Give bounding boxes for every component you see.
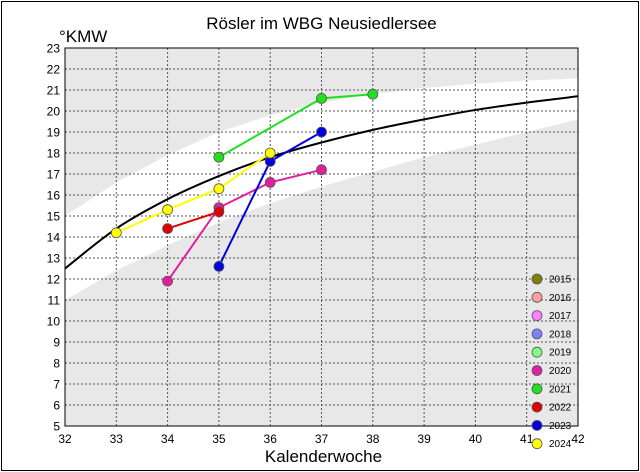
legend: 2015 2016 2017 2018 2019 2020 2021 2022 2023 2024 — [531, 273, 572, 450]
x-axis-label: Kalenderwoche — [265, 447, 382, 466]
series-2020 — [162, 164, 327, 287]
legend-marker-2017 — [531, 310, 543, 322]
reference-curve — [65, 95, 578, 270]
y-tick-label: 5 — [53, 420, 60, 434]
data-point-2024 — [264, 147, 276, 159]
data-point-2022 — [213, 206, 225, 218]
x-tick-label: 39 — [417, 432, 431, 446]
y-tick-label: 16 — [47, 189, 61, 203]
y-tick-label: 10 — [47, 315, 61, 329]
series-line-2022 — [167, 210, 220, 230]
plot-clip-group — [65, 48, 578, 426]
legend-marker-2015 — [531, 273, 543, 285]
data-point-2024 — [162, 204, 174, 216]
legend-marker-2021 — [531, 383, 543, 395]
series-line-2024 — [115, 152, 271, 234]
y-tick-label: 12 — [47, 273, 61, 287]
x-tick-label: 35 — [212, 432, 226, 446]
chart-title: Rösler im WBG Neusiedlersee — [206, 14, 437, 33]
data-point-2024 — [110, 227, 122, 239]
x-tick-label: 37 — [315, 432, 329, 446]
legend-marker-2024 — [531, 438, 543, 450]
y-tick-label: 22 — [47, 63, 61, 77]
y-tick-label: 21 — [47, 84, 61, 98]
legend-label-2019: 2019 — [549, 348, 572, 359]
series-2023 — [213, 126, 327, 272]
y-tick-label: 18 — [47, 147, 61, 161]
y-tick-label: 14 — [47, 231, 61, 245]
plot-area: 32 33 34 35 36 37 38 39 40 41 42 5 6 7 8 9 10 11 12 13 14 15 1… — [47, 42, 585, 447]
series-2021 — [213, 88, 379, 163]
data-point-2021 — [367, 88, 379, 100]
y-tick-label: 23 — [47, 42, 61, 56]
x-tick-label: 38 — [366, 432, 380, 446]
y-tick-label: 6 — [53, 399, 60, 413]
x-tick-label: 34 — [161, 432, 175, 446]
data-point-2021 — [213, 151, 225, 163]
data-point-2021 — [316, 93, 327, 104]
x-tick-label: 33 — [110, 432, 124, 446]
y-tick-label: 17 — [47, 168, 61, 182]
data-point-2020 — [264, 176, 276, 188]
normal-range-band — [65, 78, 578, 300]
legend-label-2024: 2024 — [549, 439, 572, 450]
legend-label-2015: 2015 — [549, 275, 572, 286]
data-point-2024 — [213, 183, 225, 195]
legend-marker-2022 — [531, 401, 543, 413]
legend-marker-2020 — [531, 365, 543, 376]
x-tick-label: 32 — [58, 432, 72, 446]
legend-label-2022: 2022 — [549, 403, 572, 414]
y-tick-label: 8 — [53, 357, 60, 371]
x-tick-label: 36 — [264, 432, 278, 446]
data-point-2023 — [316, 126, 327, 138]
legend-marker-2019 — [531, 346, 543, 358]
series-line-2020 — [166, 168, 322, 282]
legend-label-2018: 2018 — [549, 329, 572, 340]
data-point-2022 — [162, 223, 174, 235]
y-tick-label: 9 — [53, 336, 60, 350]
legend-marker-2018 — [531, 328, 543, 340]
legend-label-2021: 2021 — [549, 384, 572, 395]
y-axis-unit-label: °KMW — [59, 27, 107, 46]
legend-label-2020: 2020 — [549, 366, 572, 377]
data-point-2023 — [213, 260, 225, 272]
y-tick-label: 11 — [48, 294, 61, 308]
x-tick-label: 42 — [571, 432, 585, 446]
x-tick-label: 41 — [520, 432, 534, 446]
series-2022 — [162, 206, 225, 235]
y-tick-label: 13 — [47, 252, 61, 266]
data-point-2020 — [316, 164, 327, 176]
legend-marker-2023 — [531, 419, 543, 431]
data-point-2020 — [162, 275, 174, 287]
legend-label-2023: 2023 — [549, 421, 572, 432]
legend-marker-2016 — [531, 291, 543, 303]
y-tick-label: 15 — [47, 210, 61, 224]
series-2024 — [110, 147, 276, 239]
y-tick-label: 20 — [47, 105, 61, 119]
x-tick-label: 40 — [469, 432, 483, 446]
legend-label-2016: 2016 — [549, 293, 572, 304]
legend-label-2017: 2017 — [549, 311, 572, 322]
plot-border — [64, 47, 579, 427]
y-tick-label: 19 — [47, 126, 61, 140]
y-tick-label: 7 — [53, 378, 60, 392]
